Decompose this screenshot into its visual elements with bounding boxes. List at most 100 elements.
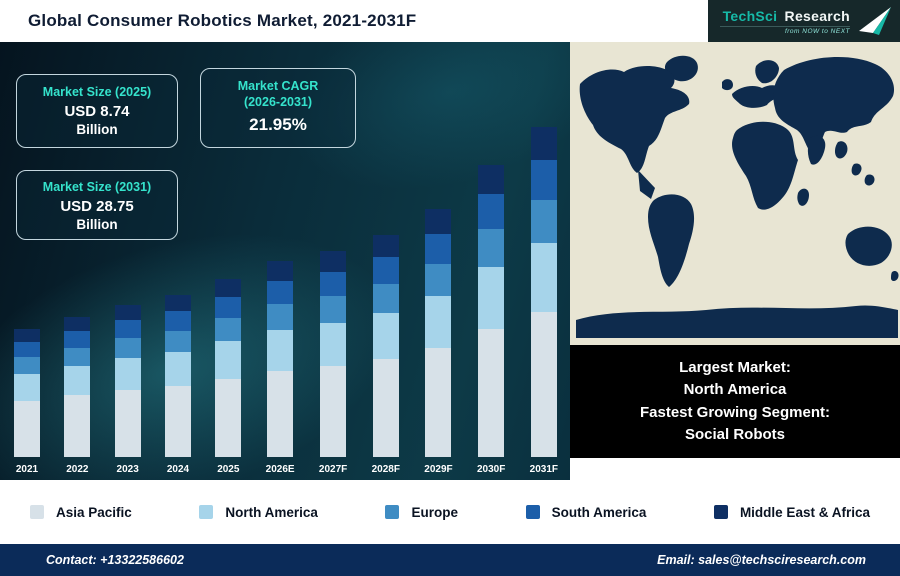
bar-column-2022: 2022 (64, 317, 91, 476)
bar-column-2030f: 2030F (477, 165, 505, 476)
map-asia (773, 57, 895, 155)
legend-label-south-america: South America (551, 504, 647, 520)
world-map-svg (570, 42, 900, 345)
legend-item-europe: Europe (385, 505, 458, 520)
bar-2021 (14, 329, 40, 457)
map-europe (732, 85, 783, 108)
bar-segment-2025-north-america (215, 341, 242, 379)
bar-column-2031f: 2031F (530, 127, 558, 476)
bar-segment-2023-south-america (114, 320, 141, 339)
bar-segment-2022-south-america (64, 331, 91, 348)
map-antarctica (576, 305, 898, 338)
bar-segment-2023-europe (114, 338, 141, 359)
legend-label-middle-east-africa: Middle East & Africa (739, 504, 870, 520)
bar-segment-2023-middle-east-africa (114, 305, 141, 321)
map-uk (722, 79, 733, 91)
map-indonesia-2 (864, 174, 875, 186)
logo-tagline: from NOW to NEXT (720, 25, 850, 35)
legend-swatch-north-america (199, 505, 214, 519)
bar-column-2028f: 2028F (372, 235, 400, 476)
logo-brand-secondary: Research (784, 7, 850, 24)
bar-segment-2024-europe (164, 330, 191, 352)
bar-column-2026e: 2026E (266, 261, 295, 476)
bar-segment-2029f-north-america (425, 295, 452, 348)
bar-segment-2026e-south-america (267, 280, 294, 305)
x-axis-label-2026e: 2026E (265, 464, 295, 475)
bar-segment-2021-middle-east-africa (14, 329, 40, 342)
bar-segment-2029f-middle-east-africa (425, 209, 452, 234)
bar-segment-2031f-south-america (530, 160, 557, 200)
map-se-asia (834, 141, 848, 159)
bar-segment-2022-asia-pacific (64, 395, 91, 457)
x-axis-label-2024: 2024 (166, 464, 190, 475)
bar-segment-2027f-south-america (320, 271, 347, 297)
world-map (570, 42, 900, 345)
bar-segment-2024-south-america (164, 311, 191, 331)
legend-item-asia-pacific: Asia Pacific (30, 505, 132, 520)
bar-segment-2029f-europe (425, 263, 452, 296)
bar-2022 (64, 317, 91, 457)
main-area: Market Size (2025) USD 8.74 Billion Mark… (0, 42, 900, 480)
bar-segment-2031f-europe (530, 199, 557, 243)
bar-segment-2025-asia-pacific (215, 378, 242, 457)
bar-segment-2028f-asia-pacific (372, 359, 399, 457)
stat-value: 21.95% (249, 114, 307, 134)
bar-column-2021: 2021 (14, 329, 40, 476)
logo-text: TechSci Research from NOW to NEXT (720, 8, 850, 35)
bar-segment-2029f-south-america (425, 233, 452, 264)
bar-segment-2026e-north-america (267, 329, 294, 371)
map-australia (845, 226, 892, 266)
bar-segment-2021-south-america (14, 341, 40, 358)
bar-segment-2021-asia-pacific (14, 400, 40, 457)
chart-legend: Asia Pacific North America Europe South Ame… (0, 480, 900, 544)
bar-segment-2022-europe (64, 347, 91, 367)
bar-segment-2031f-middle-east-africa (530, 127, 557, 161)
bar-2031f (530, 127, 557, 457)
bar-column-2025: 2025 (215, 279, 242, 476)
legend-swatch-south-america (525, 505, 540, 519)
x-axis-label-2022: 2022 (66, 464, 89, 475)
contact-text: Contact: +13322586602 (46, 553, 184, 567)
bar-2027f (320, 251, 347, 457)
bar-segment-2024-asia-pacific (164, 385, 191, 457)
bar-2028f (372, 235, 399, 457)
stacked-bar-chart: 2021 2022 2023 2024 2025 2026E 2027F 2028F 2029F… (14, 127, 558, 476)
bar-segment-2024-middle-east-africa (164, 295, 191, 312)
stat-unit: Billion (76, 217, 118, 233)
stat-value: USD 8.74 (64, 103, 130, 121)
bar-segment-2025-middle-east-africa (215, 279, 242, 297)
stat-value: USD 28.75 (60, 198, 134, 216)
bar-segment-2031f-north-america (530, 242, 557, 312)
stat-market-size-2031: Market Size (2031) USD 28.75 Billion (16, 170, 178, 240)
techsci-logo: TechSci Research from NOW to NEXT (708, 0, 900, 42)
bar-column-2024: 2024 (164, 295, 191, 476)
map-north-america (579, 66, 690, 173)
page-title: Global Consumer Robotics Market, 2021-20… (28, 11, 417, 30)
map-greenland (664, 55, 698, 82)
stat-title: Market Size (2031) (42, 180, 152, 194)
map-madagascar (797, 188, 809, 206)
bar-2026e (267, 261, 294, 457)
legend-swatch-asia-pacific (30, 505, 44, 519)
bar-segment-2029f-asia-pacific (425, 347, 452, 457)
x-axis-label-2021: 2021 (15, 464, 39, 475)
x-axis-label-2030f: 2030F (476, 464, 506, 475)
bar-segment-2027f-middle-east-africa (320, 251, 347, 272)
bar-segment-2025-europe (215, 318, 242, 342)
bar-segment-2022-middle-east-africa (64, 317, 91, 332)
chart-panel: Market Size (2025) USD 8.74 Billion Mark… (0, 42, 570, 480)
footer: Contact: +13322586602 Email: sales@techs… (0, 544, 900, 576)
legend-item-middle-east-africa: Middle East & Africa (713, 504, 870, 520)
email-text: Email: sales@techsciresearch.com (657, 553, 866, 567)
map-africa (732, 121, 798, 210)
bar-segment-2022-north-america (64, 366, 91, 396)
logo-brand: TechSci Research (723, 8, 850, 24)
bar-segment-2030f-europe (478, 229, 505, 268)
bar-segment-2030f-asia-pacific (478, 328, 505, 457)
callout-line-2: North America (683, 381, 787, 398)
bar-segment-2021-north-america (14, 373, 40, 401)
bar-segment-2026e-middle-east-africa (267, 261, 294, 281)
header: Global Consumer Robotics Market, 2021-20… (0, 0, 900, 42)
bar-segment-2028f-north-america (372, 312, 399, 360)
map-central-america (638, 170, 655, 199)
